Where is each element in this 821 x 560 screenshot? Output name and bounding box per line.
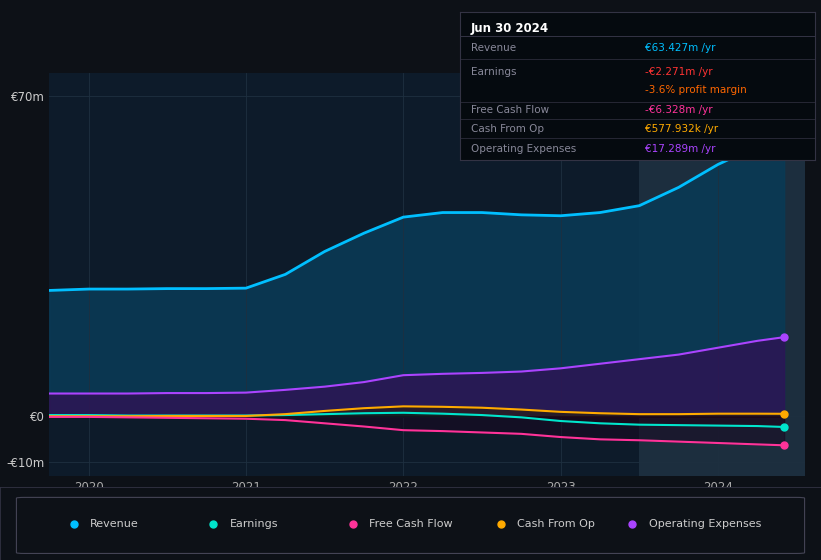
- Text: Operating Expenses: Operating Expenses: [470, 144, 576, 154]
- Text: -€2.271m /yr: -€2.271m /yr: [644, 67, 713, 77]
- Text: Cash From Op: Cash From Op: [517, 519, 595, 529]
- Text: Cash From Op: Cash From Op: [470, 124, 544, 134]
- Text: Operating Expenses: Operating Expenses: [649, 519, 761, 529]
- Text: Free Cash Flow: Free Cash Flow: [369, 519, 453, 529]
- Text: Earnings: Earnings: [230, 519, 278, 529]
- Text: Jun 30 2024: Jun 30 2024: [470, 22, 548, 35]
- Text: €17.289m /yr: €17.289m /yr: [644, 144, 715, 154]
- Text: Revenue: Revenue: [90, 519, 139, 529]
- FancyBboxPatch shape: [16, 497, 805, 553]
- Text: -3.6% profit margin: -3.6% profit margin: [644, 85, 746, 95]
- Text: -€6.328m /yr: -€6.328m /yr: [644, 105, 713, 115]
- Text: €63.427m /yr: €63.427m /yr: [644, 43, 715, 53]
- Text: €577.932k /yr: €577.932k /yr: [644, 124, 718, 134]
- Text: Earnings: Earnings: [470, 67, 516, 77]
- Text: Free Cash Flow: Free Cash Flow: [470, 105, 548, 115]
- Text: Revenue: Revenue: [470, 43, 516, 53]
- Bar: [640, 73, 805, 476]
